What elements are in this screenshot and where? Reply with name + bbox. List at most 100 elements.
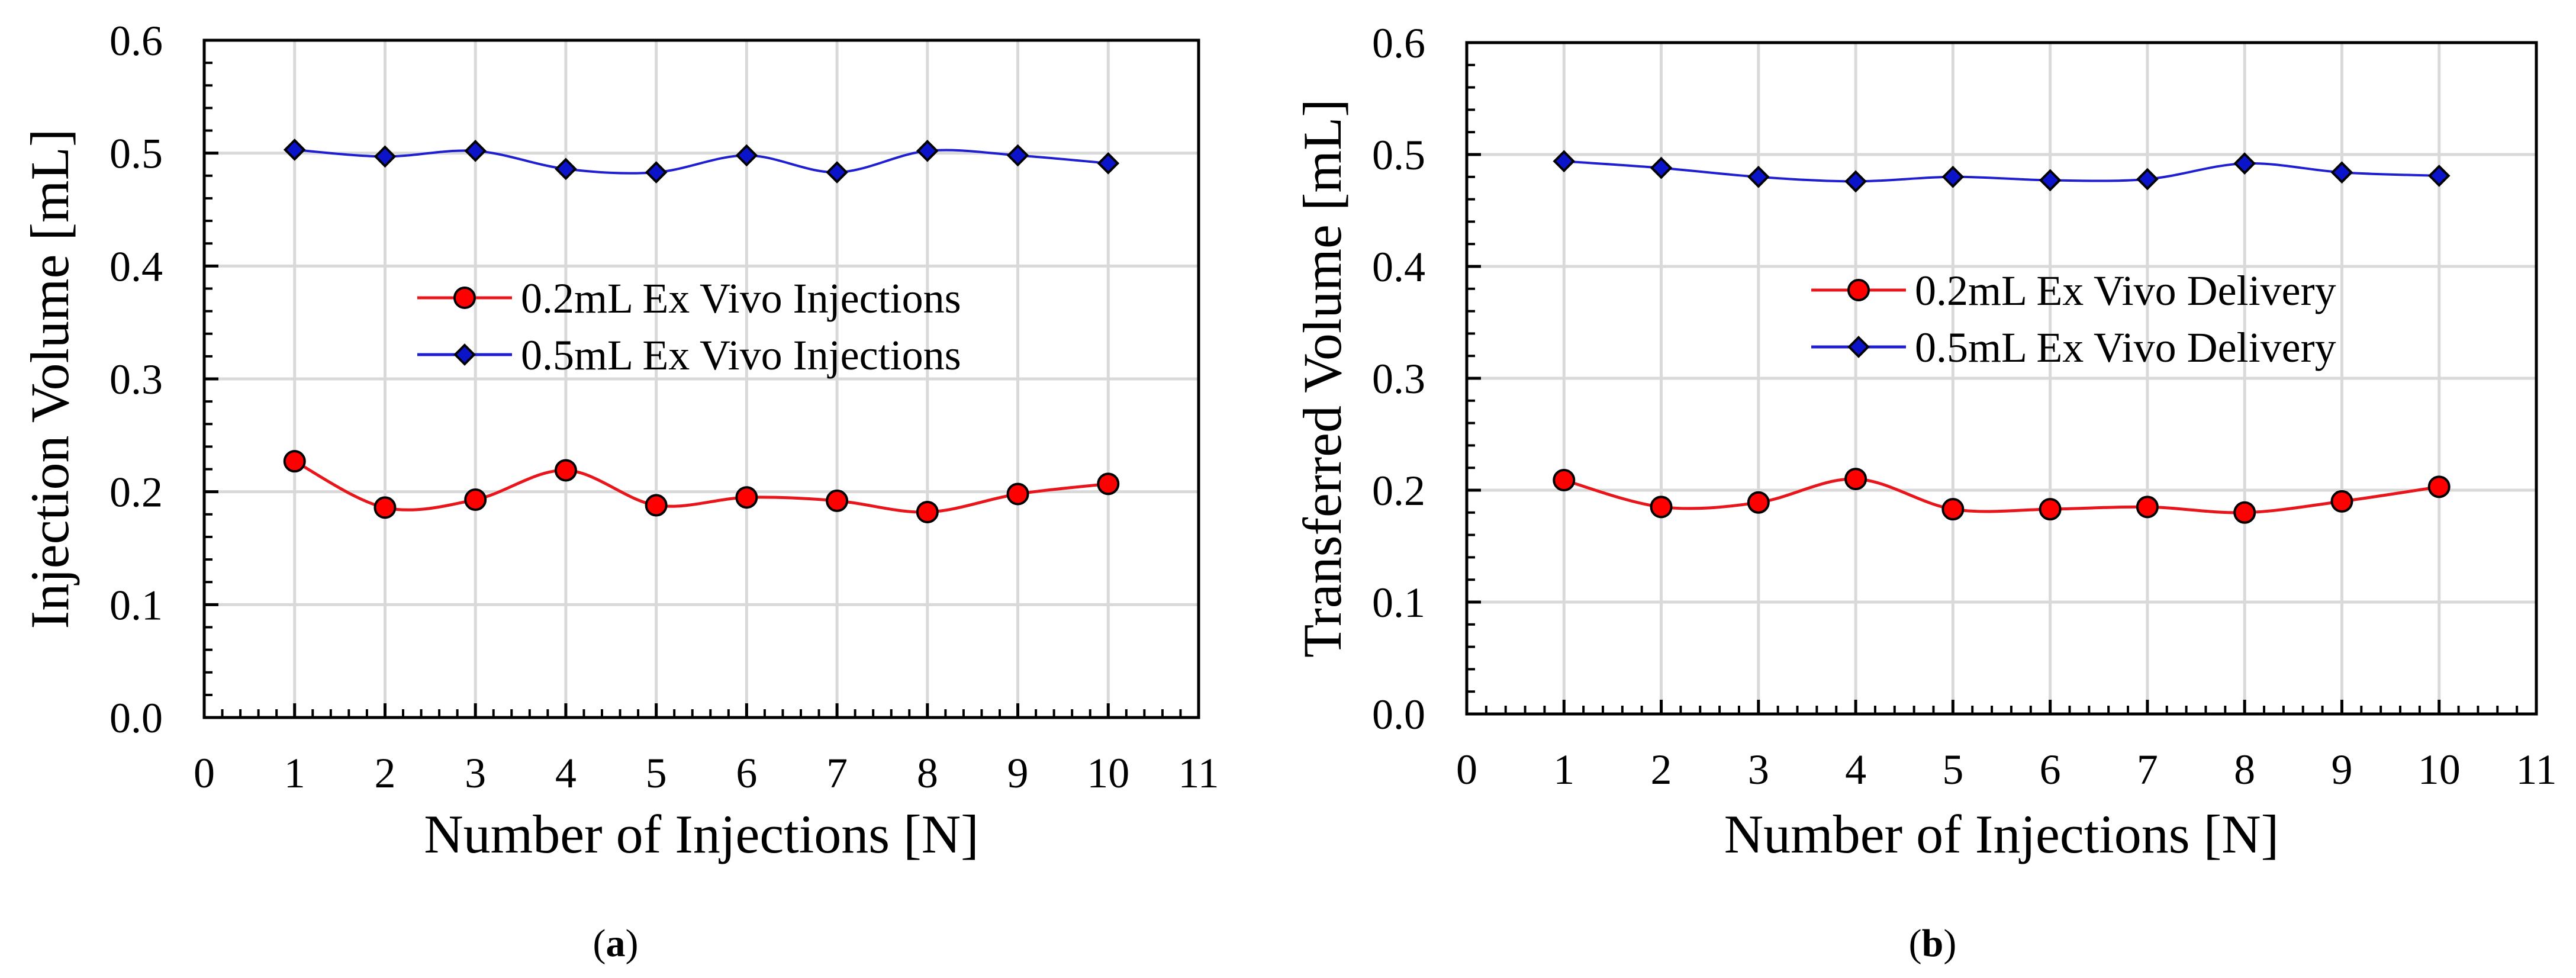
y-tick-label: 0.6 <box>1372 20 1425 67</box>
data-point-diamond <box>826 161 848 184</box>
data-point-diamond <box>1747 165 1770 188</box>
x-tick-label: 8 <box>2234 746 2255 793</box>
x-tick-labels: 0 1 2 3 4 5 6 7 8 9 10 11 <box>194 749 1219 797</box>
legend-label: 0.5mL Ex Vivo Delivery <box>1915 324 2336 371</box>
y-tick-label: 0.5 <box>110 130 163 178</box>
data-point-diamond <box>2039 169 2062 192</box>
y-tick-label: 0.1 <box>110 581 163 629</box>
x-tick-label: 10 <box>1087 749 1129 797</box>
series-line <box>294 148 1109 175</box>
data-point-circle <box>916 500 939 523</box>
data-point-circle <box>645 494 668 517</box>
y-axis-title: Transferred Volume [mL] <box>1292 99 1353 658</box>
series-line <box>1564 160 2439 183</box>
x-tick-label: 1 <box>1553 746 1574 793</box>
data-point-diamond <box>1844 170 1867 193</box>
x-tick-label: 0 <box>1456 746 1477 793</box>
data-point-diamond <box>373 145 397 168</box>
x-tick-label: 5 <box>646 749 667 797</box>
y-axis-title: Injection Volume [mL] <box>20 129 80 629</box>
data-point-circle <box>1941 498 1965 521</box>
data-point-diamond <box>2233 152 2256 175</box>
y-tick-label: 0.4 <box>110 243 163 290</box>
data-point-diamond <box>2427 165 2451 187</box>
x-tick-label: 10 <box>2418 746 2461 793</box>
y-tick-label: 0.0 <box>110 694 163 742</box>
data-point-diamond <box>1097 152 1120 175</box>
x-tick-label: 2 <box>1651 746 1672 793</box>
x-axis-title: Number of Injections [N] <box>1724 804 2279 864</box>
x-tick-label: 9 <box>2331 746 2352 793</box>
data-point-circle <box>2039 498 2062 521</box>
legend: 0.2mL Ex Vivo Injections 0.5mL Ex Vivo In… <box>417 275 961 379</box>
x-tick-label: 3 <box>1748 746 1769 793</box>
x-axis-title: Number of Injections [N] <box>424 804 979 864</box>
x-tick-label: 0 <box>194 749 215 797</box>
y-tick-labels: 0.0 0.1 0.2 0.3 0.4 0.5 0.6 <box>110 17 163 742</box>
data-point-diamond <box>1650 156 1673 179</box>
axis-ticks <box>1465 41 2538 716</box>
legend-swatch-marker <box>1847 279 1870 301</box>
data-point-circle <box>2330 490 2353 513</box>
data-point-circle <box>2233 501 2256 524</box>
y-tick-label: 0.2 <box>110 469 163 516</box>
axis-ticks <box>202 38 1200 719</box>
data-point-diamond <box>916 140 939 162</box>
caption-a: (a) <box>593 922 639 965</box>
chart-panel-a: 0 1 2 3 4 5 6 7 8 9 10 11 0.0 0.1 0.2 0.3 0.4 0.5 0.6 Num… <box>20 17 1219 864</box>
x-tick-label: 4 <box>555 749 577 797</box>
y-tick-label: 0.3 <box>1372 355 1425 403</box>
data-point-diamond <box>1553 150 1576 173</box>
data-point-circle <box>2136 496 2159 519</box>
legend-swatch-marker <box>1847 336 1870 358</box>
data-point-diamond <box>735 144 758 167</box>
data-point-circle <box>283 450 306 473</box>
data-point-diamond <box>645 161 668 184</box>
data-point-circle <box>1006 482 1029 506</box>
legend-label: 0.2mL Ex Vivo Injections <box>521 275 961 322</box>
y-tick-label: 0.5 <box>1372 131 1425 179</box>
x-tick-label: 6 <box>2040 746 2061 793</box>
legend-label: 0.2mL Ex Vivo Delivery <box>1915 267 2336 314</box>
y-tick-label: 0.4 <box>1372 243 1425 291</box>
data-point-diamond <box>1941 165 1965 188</box>
y-tick-labels: 0.0 0.1 0.2 0.3 0.4 0.5 0.6 <box>1372 20 1425 738</box>
x-tick-label: 5 <box>1942 746 1963 793</box>
data-point-diamond <box>283 139 306 161</box>
x-tick-label: 4 <box>1845 746 1866 793</box>
data-point-circle <box>1844 468 1867 491</box>
data-point-circle <box>464 488 487 511</box>
data-point-diamond <box>2330 161 2353 184</box>
legend: 0.2mL Ex Vivo Delivery 0.5mL Ex Vivo Deli… <box>1811 267 2336 371</box>
x-tick-label: 3 <box>465 749 486 797</box>
data-point-diamond <box>1006 144 1029 167</box>
x-tick-label: 2 <box>374 749 395 797</box>
data-point-circle <box>826 489 849 512</box>
x-tick-label: 11 <box>2516 746 2556 793</box>
data-point-circle <box>373 496 397 519</box>
data-point-diamond <box>464 140 487 162</box>
y-tick-label: 0.3 <box>110 356 163 403</box>
series-line <box>294 459 1109 514</box>
data-point-circle <box>735 486 758 509</box>
x-tick-labels: 0 1 2 3 4 5 6 7 8 9 10 11 <box>1456 746 2557 793</box>
chart-panel-b: 0 1 2 3 4 5 6 7 8 9 10 11 0.0 0.1 0.2 0.3 0.4 0.5 0.6 Num… <box>1292 20 2557 864</box>
series-group <box>1553 150 2451 524</box>
y-tick-label: 0.1 <box>1372 579 1425 626</box>
y-tick-label: 0.6 <box>110 17 163 65</box>
x-tick-label: 7 <box>826 749 848 797</box>
data-point-circle <box>554 459 577 482</box>
y-tick-label: 0.2 <box>1372 467 1425 514</box>
caption-b: (b) <box>1909 922 1957 965</box>
data-point-diamond <box>2136 168 2159 191</box>
x-tick-label: 11 <box>1178 749 1219 797</box>
x-tick-label: 9 <box>1007 749 1029 797</box>
legend-label: 0.5mL Ex Vivo Injections <box>521 332 961 379</box>
x-tick-label: 1 <box>284 749 305 797</box>
series-line <box>1563 477 2440 514</box>
data-point-circle <box>1097 472 1120 496</box>
x-tick-label: 7 <box>2137 746 2158 793</box>
x-tick-label: 8 <box>917 749 938 797</box>
series-group <box>283 139 1120 523</box>
